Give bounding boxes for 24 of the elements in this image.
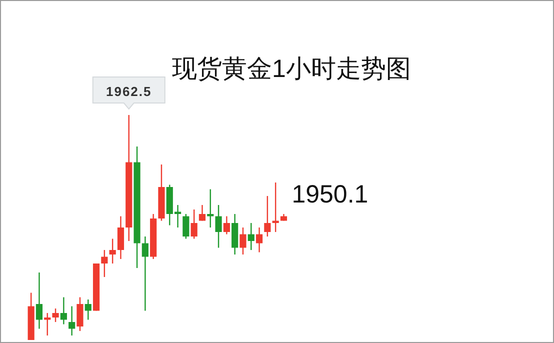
candlestick xyxy=(76,296,84,332)
candlestick xyxy=(109,238,116,264)
candlestick xyxy=(84,298,92,320)
candlestick xyxy=(248,222,254,251)
text: 1950.1 xyxy=(292,180,368,208)
candlestick xyxy=(198,204,206,222)
candlestick xyxy=(36,272,43,330)
candlestick xyxy=(52,308,59,323)
candlestick xyxy=(207,188,214,228)
candlestick xyxy=(44,312,51,336)
candlestick xyxy=(215,204,222,248)
candlestick xyxy=(101,249,108,278)
candlestick xyxy=(264,195,271,238)
candlestick xyxy=(68,306,76,336)
candlestick xyxy=(256,226,263,253)
candlestick xyxy=(182,213,190,240)
candlestick xyxy=(240,226,246,256)
chart-title: 现货黄金1小时走势图 xyxy=(172,55,411,83)
candlestick xyxy=(190,208,198,240)
text: 1962.5 xyxy=(106,84,152,99)
candlestick xyxy=(60,296,67,325)
candlestick xyxy=(223,216,230,235)
candlestick xyxy=(142,236,148,312)
candlestick xyxy=(117,216,124,260)
